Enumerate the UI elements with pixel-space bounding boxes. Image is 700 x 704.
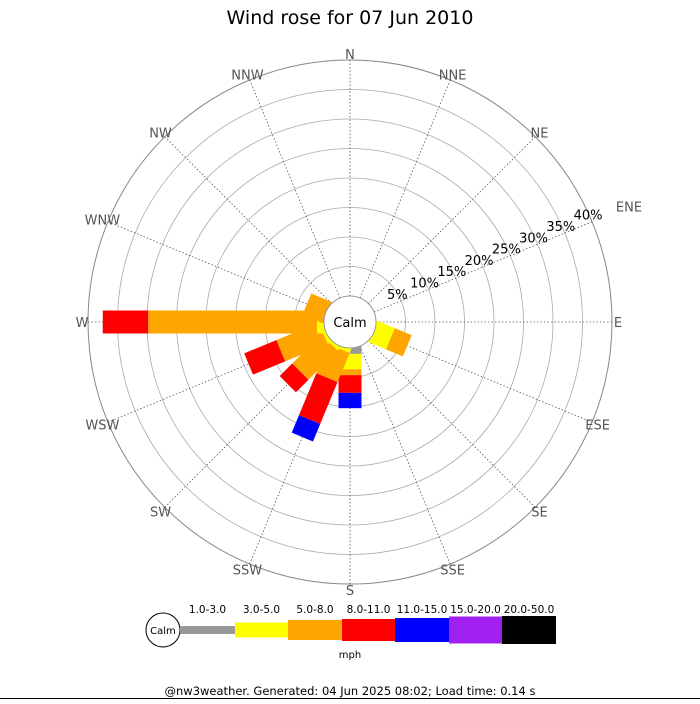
chart-title: Wind rose for 07 Jun 2010 [227,7,474,29]
bar-stack-w [102,310,326,334]
legend-swatch-20.0-50.0 [502,616,556,644]
calm-circle [323,295,377,349]
direction-label-sse: SSE [440,564,465,579]
grid-spoke [249,79,341,299]
legend-swatch-11.0-15.0 [395,618,449,642]
legend-label: 11.0-15.0 [397,604,448,616]
grid-spoke [164,136,332,304]
direction-label-se: SE [531,506,547,521]
calm-circle-group: Calm [323,295,377,349]
legend-swatch-15.0-20.0 [449,616,502,644]
bar-segment-s-11.0-15.0 [338,392,362,409]
legend-calm-label: Calm [150,626,176,637]
direction-label-wsw: WSW [85,419,119,434]
bar-segment-w-5.0-8.0 [148,310,317,334]
legend-label: 3.0-5.0 [243,604,280,616]
radial-tick-label: 15% [437,265,466,280]
bar-segment-s-5.0-8.0 [338,369,362,376]
bar-segment-sw-8.0-11.0 [279,363,309,393]
legend-label: 20.0-50.0 [504,604,555,616]
direction-label-ssw: SSW [233,564,263,579]
radial-tick-label: 40% [574,209,603,224]
direction-label-w: W [76,316,89,331]
bar-segment-sw-5.0-8.0 [292,334,338,380]
direction-label-sw: SW [150,506,171,521]
bar-segment-s-8.0-11.0 [338,375,362,393]
direction-label-s: S [346,584,354,599]
radial-tick-label: 5% [387,288,408,303]
legend-swatch-1.0-3.0 [180,626,235,634]
legend-label: 1.0-3.0 [189,604,226,616]
direction-label-nnw: NNW [231,68,263,83]
radial-tick-label: 30% [519,231,548,246]
bar-segment-ese-5.0-8.0 [385,328,412,357]
legend-swatch-3.0-5.0 [235,622,288,638]
direction-label-ese: ESE [585,419,610,434]
footer-text: @nw3weather. Generated: 04 Jun 2025 08:0… [165,684,536,698]
radial-tick-label: 25% [492,243,521,258]
grid-spoke [373,221,593,313]
grid-spoke [359,345,451,565]
grid-spoke [359,79,451,299]
radial-tick-label: 10% [410,276,439,291]
direction-label-ene: ENE [616,200,642,215]
direction-label-wnw: WNW [85,213,121,228]
grid-spoke [373,331,593,423]
legend-swatch-8.0-11.0 [342,619,395,641]
bar-segment-ssw-8.0-11.0 [298,373,338,425]
legend-swatch-5.0-8.0 [288,620,342,640]
direction-label-e: E [614,316,622,331]
legend-units: mph [339,650,361,661]
bar-segment-wsw-8.0-11.0 [244,340,286,375]
legend-label: 5.0-8.0 [296,604,333,616]
direction-label-nw: NW [149,126,172,141]
radial-tick-label: 35% [546,220,575,235]
bar-segment-ssw-11.0-15.0 [291,415,321,442]
direction-label-ne: NE [531,126,549,141]
legend: Calm mph 1.0-3.0 3.0-5.0 5.0-8.0 8.0-11.0 11… [145,604,556,661]
direction-label-nne: NNE [439,68,467,83]
calm-label: Calm [333,316,366,331]
radial-tick-label: 20% [465,254,494,269]
legend-label: 8.0-11.0 [347,604,391,616]
direction-label-n: N [345,48,355,63]
grid-spoke [368,136,536,304]
bar-segment-w-8.0-11.0 [102,310,149,334]
grid-spoke [107,221,327,313]
grid-spoke [368,340,536,508]
legend-label: 15.0-20.0 [450,604,501,616]
